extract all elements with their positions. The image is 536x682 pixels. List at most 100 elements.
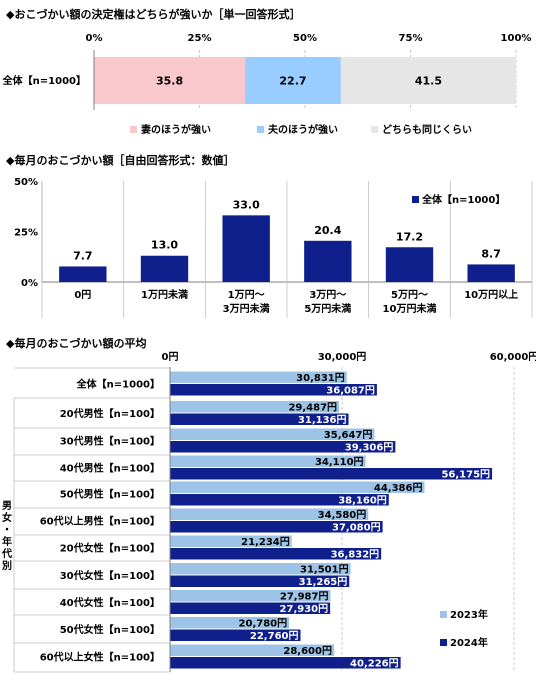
chart3-category-label: 30代男性【n=100】 (60, 435, 160, 448)
chart3-group-label: 代 (1, 547, 12, 560)
chart3-data-label-2024: 31,136円 (298, 414, 347, 426)
chart1-data-label: 35.8 (156, 75, 183, 88)
chart3-category-label: 60代以上男性【n=100】 (40, 515, 160, 528)
chart2-category-label: 1万円未満 (141, 288, 188, 301)
chart2-bar (222, 215, 270, 282)
chart2-bar (304, 240, 352, 282)
chart2-category-label: 10万円未満 (383, 302, 437, 315)
chart1-category-label: 全体【n=1000】 (2, 74, 86, 87)
chart3-bar-2023 (170, 428, 375, 440)
chart3-data-label-2023: 44,386円 (374, 482, 423, 494)
chart3-tick-label: 30,000円 (318, 351, 367, 363)
chart1-bar-segment (94, 57, 246, 104)
chart1-bar-segment (340, 57, 516, 104)
chart3-category-label: 全体【n=1000】 (76, 378, 160, 391)
chart3-bar-2023 (170, 590, 331, 602)
chart3-bar-2023 (170, 508, 369, 520)
chart2-legend: 全体【n=1000】 (412, 193, 505, 206)
chart2-data-label: 8.7 (481, 247, 501, 260)
chart2-category-label: 3万円～ (309, 289, 346, 301)
chart3-bar-2024 (170, 629, 301, 641)
chart3-bar-2024 (170, 494, 389, 506)
chart2-bars: 7.7 0円 13.0 1万円未満 33.0 1万円～3万円未満 20.4 3万円～5万円未満… (59, 198, 518, 315)
chart3-bar-2024 (170, 548, 382, 560)
chart3-legend-swatch-2023 (440, 611, 447, 618)
chart3-category-label: 20代女性【n=100】 (60, 542, 160, 555)
chart2-data-label: 7.7 (73, 249, 93, 262)
chart3-data-label-2023: 29,487円 (288, 402, 337, 414)
chart3-data-label-2024: 56,175円 (441, 469, 490, 481)
chart3-legend-label-2023: 2023年 (450, 608, 488, 621)
chart3-bar-2023 (170, 563, 351, 575)
chart3-data-label-2023: 27,987円 (280, 591, 329, 603)
chart3-data-label-2023: 21,234円 (241, 536, 290, 548)
chart3-group-label: 男 (2, 500, 12, 512)
chart3-data-label-2023: 30,831円 (296, 372, 345, 384)
chart2-category-label: 0円 (74, 289, 91, 301)
chart2-category-label: 1万円～ (228, 289, 265, 301)
chart3-bar-2023 (170, 401, 340, 413)
chart2-legend-label: 全体【n=1000】 (421, 193, 505, 206)
chart3-legend: 2023年 2024年 (440, 608, 488, 649)
chart3-bar-2024 (170, 384, 377, 396)
chart3-x-ticks: 0円 30,000円 60,000円 (162, 351, 536, 363)
chart1-bar-segment (245, 57, 341, 104)
chart3-bar-2024 (170, 468, 493, 480)
chart3-category-label: 30代女性【n=100】 (60, 569, 160, 582)
chart1-legend: 妻のほうが強い 夫のほうが強い どちらも同じくらい (130, 123, 472, 136)
chart3-bar-2023 (170, 455, 366, 467)
chart3-group-label: 年 (2, 535, 12, 548)
chart3-data-label-2023: 34,580円 (318, 509, 367, 521)
chart3-bar-2023 (170, 535, 292, 547)
chart1-legend-swatch (257, 126, 264, 133)
chart3-data-label-2024: 37,080円 (332, 522, 381, 534)
chart3-legend-label-2024: 2024年 (450, 636, 488, 649)
chart3-data-label-2023: 20,780円 (239, 618, 288, 630)
chart2-data-label: 33.0 (233, 198, 260, 211)
chart1-tick-label: 0% (86, 33, 103, 44)
chart3-category-labels: 全体【n=1000】 20代男性【n=100】 30代男性【n=100】 40代男性【… (40, 378, 160, 664)
chart3-category-label: 40代男性【n=100】 (60, 462, 160, 475)
chart2-axes: 0% 25% 50% (14, 177, 533, 318)
chart2-tick-label: 0% (21, 278, 38, 289)
chart2-tick-label: 50% (14, 177, 38, 188)
chart1-legend-label: どちらも同じくらい (382, 123, 472, 136)
chart3-tick-label: 0円 (162, 351, 179, 363)
chart3-data-label-2023: 28,600円 (283, 645, 332, 657)
chart3-title: ◆毎月のおこづかい額の平均 (6, 336, 146, 350)
chart2-category-label: 5万円～ (391, 289, 428, 301)
chart2-bar (467, 264, 515, 282)
chart2-bar (59, 266, 107, 282)
chart3-bar-2024 (170, 413, 349, 425)
chart1-x-ticks: 0% 25% 50% 75% 100% (86, 33, 532, 44)
chart3-data-label-2024: 38,160円 (338, 495, 387, 507)
chart3-data-label-2024: 27,930円 (280, 603, 329, 615)
chart3-bar-2024 (170, 441, 396, 453)
chart3-tick-label: 60,000円 (490, 351, 536, 363)
chart1-data-label: 22.7 (279, 75, 306, 88)
chart1-legend-swatch (130, 126, 137, 133)
chart1-legend-swatch (371, 126, 378, 133)
chart3-bar-2023 (170, 481, 425, 493)
chart3-data-label-2024: 22,760円 (250, 630, 299, 642)
chart1-legend-label: 妻のほうが強い (141, 123, 211, 136)
chart2-category-label: 5万円未満 (304, 302, 351, 315)
chart3-category-label: 50代男性【n=100】 (60, 488, 160, 501)
chart2-category-label: 10万円以上 (464, 288, 518, 301)
chart2-bar (140, 255, 189, 282)
chart3-bar-2023 (170, 617, 290, 629)
chart3-bar-2024 (170, 657, 401, 669)
chart3-category-label: 60代以上女性【n=100】 (40, 651, 160, 664)
chart1-bars: 35.8 22.7 41.5 (93, 50, 516, 110)
chart3-data-label-2024: 36,832円 (331, 549, 380, 561)
chart3-legend-swatch-2024 (440, 639, 447, 646)
chart2-legend-swatch (412, 196, 419, 203)
chart3-data-label-2024: 39,306円 (345, 442, 394, 454)
chart2-title: ◆毎月のおこづかい額［自由回答形式：数値］ (6, 153, 234, 167)
chart2-category-label: 3万円未満 (223, 302, 270, 315)
chart3-group-label: 別 (1, 559, 12, 572)
chart1-title: ◆おこづかい額の決定権はどちらが強いか［単一回答形式］ (6, 7, 300, 21)
chart3-group-bracket: 男女・年代別 (1, 398, 15, 672)
